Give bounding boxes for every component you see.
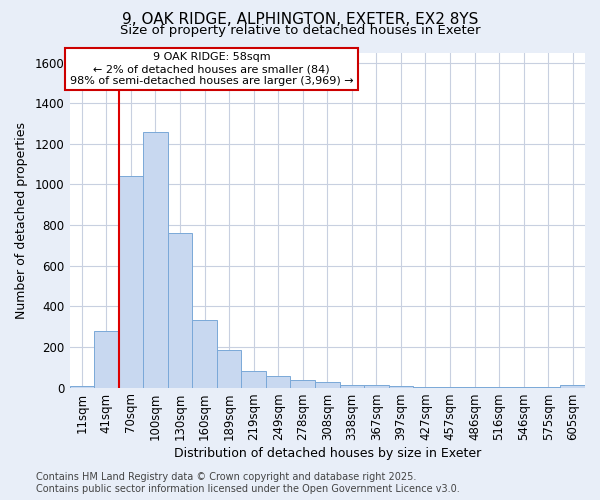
- Bar: [315, 382, 340, 388]
- Text: 9 OAK RIDGE: 58sqm
← 2% of detached houses are smaller (84)
98% of semi-detached: 9 OAK RIDGE: 58sqm ← 2% of detached hous…: [70, 52, 353, 86]
- Bar: [364, 384, 389, 388]
- Bar: [266, 376, 290, 388]
- Bar: [217, 350, 241, 388]
- Bar: [119, 176, 143, 388]
- Bar: [143, 132, 168, 388]
- Bar: [168, 233, 192, 388]
- Bar: [389, 386, 413, 388]
- Bar: [290, 380, 315, 388]
- Bar: [94, 330, 119, 388]
- Y-axis label: Number of detached properties: Number of detached properties: [15, 122, 28, 318]
- X-axis label: Distribution of detached houses by size in Exeter: Distribution of detached houses by size …: [173, 447, 481, 460]
- Text: Contains HM Land Registry data © Crown copyright and database right 2025.
Contai: Contains HM Land Registry data © Crown c…: [36, 472, 460, 494]
- Bar: [340, 384, 364, 388]
- Bar: [192, 320, 217, 388]
- Bar: [241, 372, 266, 388]
- Text: 9, OAK RIDGE, ALPHINGTON, EXETER, EX2 8YS: 9, OAK RIDGE, ALPHINGTON, EXETER, EX2 8Y…: [122, 12, 478, 28]
- Bar: [560, 385, 585, 388]
- Bar: [70, 386, 94, 388]
- Text: Size of property relative to detached houses in Exeter: Size of property relative to detached ho…: [120, 24, 480, 37]
